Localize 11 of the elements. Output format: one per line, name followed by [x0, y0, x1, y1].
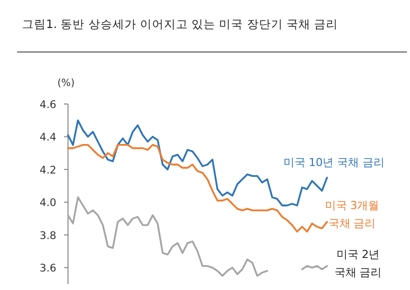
y-axis-title: (%) — [57, 78, 75, 89]
y-tick-label: 4.2 — [40, 164, 56, 176]
y-tick-label: 3.6 — [40, 262, 57, 275]
y-tick-label: 4.0 — [40, 197, 56, 210]
y-tick-label: 4.4 — [40, 132, 57, 144]
chart-title: 그림1. 동반 상승세가 이어지고 있는 미국 장단기 국채 금리 — [22, 17, 338, 31]
y-tick-label: 3.8 — [40, 230, 56, 242]
series-label: 미국 10년 국채 금리 — [283, 156, 385, 169]
y-tick-label: 4.6 — [40, 99, 57, 111]
series-label: 미국 2년 국채 금리 — [334, 248, 382, 279]
series-label: 미국 3개월 국채 금리 — [324, 199, 380, 230]
